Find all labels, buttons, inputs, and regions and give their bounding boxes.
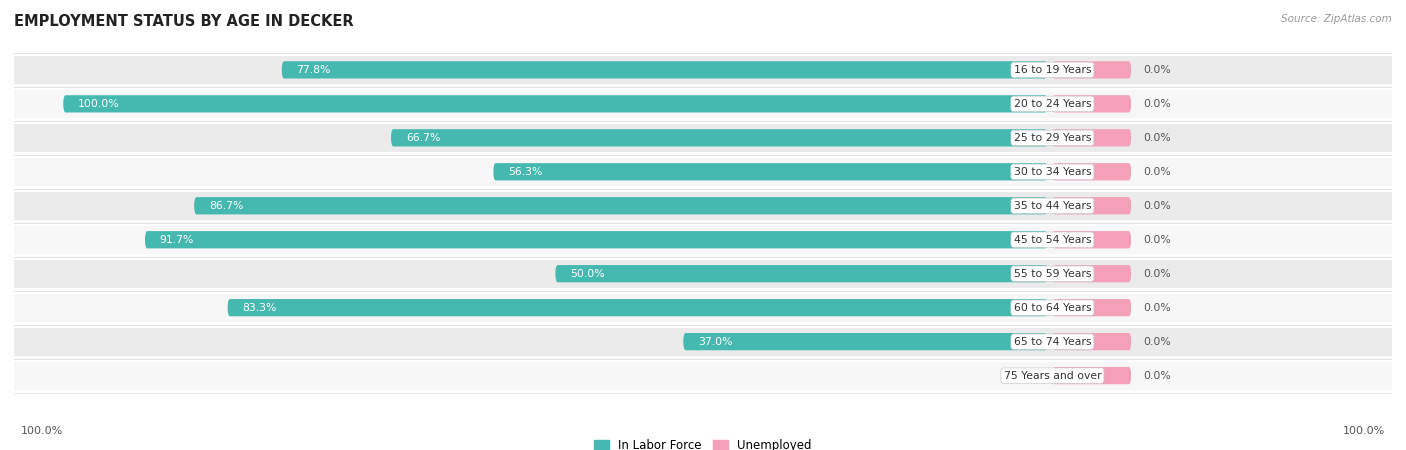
FancyBboxPatch shape <box>194 197 1047 214</box>
FancyBboxPatch shape <box>494 163 1047 180</box>
FancyBboxPatch shape <box>683 333 1047 350</box>
FancyBboxPatch shape <box>1052 265 1130 282</box>
FancyBboxPatch shape <box>1052 299 1130 316</box>
Text: 83.3%: 83.3% <box>242 303 277 313</box>
FancyBboxPatch shape <box>1052 163 1130 180</box>
Text: 100.0%: 100.0% <box>1343 427 1385 436</box>
Text: 100.0%: 100.0% <box>21 427 63 436</box>
Text: 20 to 24 Years: 20 to 24 Years <box>1014 99 1091 109</box>
Text: 0.0%: 0.0% <box>1143 269 1171 279</box>
Text: 0.0%: 0.0% <box>1143 167 1171 177</box>
Text: 55 to 59 Years: 55 to 59 Years <box>1014 269 1091 279</box>
Text: 77.8%: 77.8% <box>297 65 330 75</box>
FancyBboxPatch shape <box>555 265 1047 282</box>
FancyBboxPatch shape <box>1052 197 1130 214</box>
FancyBboxPatch shape <box>281 61 1047 78</box>
Text: 16 to 19 Years: 16 to 19 Years <box>1014 65 1091 75</box>
Bar <box>14 56 1392 84</box>
Text: 30 to 34 Years: 30 to 34 Years <box>1014 167 1091 177</box>
FancyBboxPatch shape <box>391 129 1047 146</box>
Text: 0.0%: 0.0% <box>1143 337 1171 347</box>
FancyBboxPatch shape <box>1052 333 1130 350</box>
Text: 100.0%: 100.0% <box>79 99 120 109</box>
Bar <box>14 362 1392 390</box>
FancyBboxPatch shape <box>63 95 1047 112</box>
Text: 0.0%: 0.0% <box>1143 65 1171 75</box>
Bar <box>14 260 1392 288</box>
Text: 25 to 29 Years: 25 to 29 Years <box>1014 133 1091 143</box>
Text: 91.7%: 91.7% <box>160 235 194 245</box>
Bar <box>14 294 1392 322</box>
Bar <box>14 158 1392 186</box>
Text: 56.3%: 56.3% <box>508 167 543 177</box>
Text: EMPLOYMENT STATUS BY AGE IN DECKER: EMPLOYMENT STATUS BY AGE IN DECKER <box>14 14 354 28</box>
Text: 50.0%: 50.0% <box>571 269 605 279</box>
Text: 45 to 54 Years: 45 to 54 Years <box>1014 235 1091 245</box>
Text: Source: ZipAtlas.com: Source: ZipAtlas.com <box>1281 14 1392 23</box>
Text: 0.0%: 0.0% <box>1143 99 1171 109</box>
FancyBboxPatch shape <box>1052 95 1130 112</box>
Text: 0.0%: 0.0% <box>1143 303 1171 313</box>
Text: 0.0%: 0.0% <box>1143 133 1171 143</box>
Bar <box>14 192 1392 220</box>
Text: 66.7%: 66.7% <box>406 133 440 143</box>
Text: 0.0%: 0.0% <box>1143 235 1171 245</box>
FancyBboxPatch shape <box>145 231 1047 248</box>
Bar <box>14 226 1392 254</box>
Text: 0.0%: 0.0% <box>1010 371 1038 381</box>
Text: 86.7%: 86.7% <box>209 201 243 211</box>
Bar <box>14 328 1392 356</box>
FancyBboxPatch shape <box>1052 61 1130 78</box>
Text: 37.0%: 37.0% <box>697 337 733 347</box>
Legend: In Labor Force, Unemployed: In Labor Force, Unemployed <box>595 440 811 450</box>
Text: 65 to 74 Years: 65 to 74 Years <box>1014 337 1091 347</box>
Text: 0.0%: 0.0% <box>1143 371 1171 381</box>
Text: 60 to 64 Years: 60 to 64 Years <box>1014 303 1091 313</box>
FancyBboxPatch shape <box>1052 129 1130 146</box>
FancyBboxPatch shape <box>1052 231 1130 248</box>
Text: 35 to 44 Years: 35 to 44 Years <box>1014 201 1091 211</box>
FancyBboxPatch shape <box>228 299 1047 316</box>
Bar <box>14 90 1392 118</box>
Text: 0.0%: 0.0% <box>1143 201 1171 211</box>
FancyBboxPatch shape <box>1052 367 1130 384</box>
Text: 75 Years and over: 75 Years and over <box>1004 371 1101 381</box>
Bar <box>14 124 1392 152</box>
